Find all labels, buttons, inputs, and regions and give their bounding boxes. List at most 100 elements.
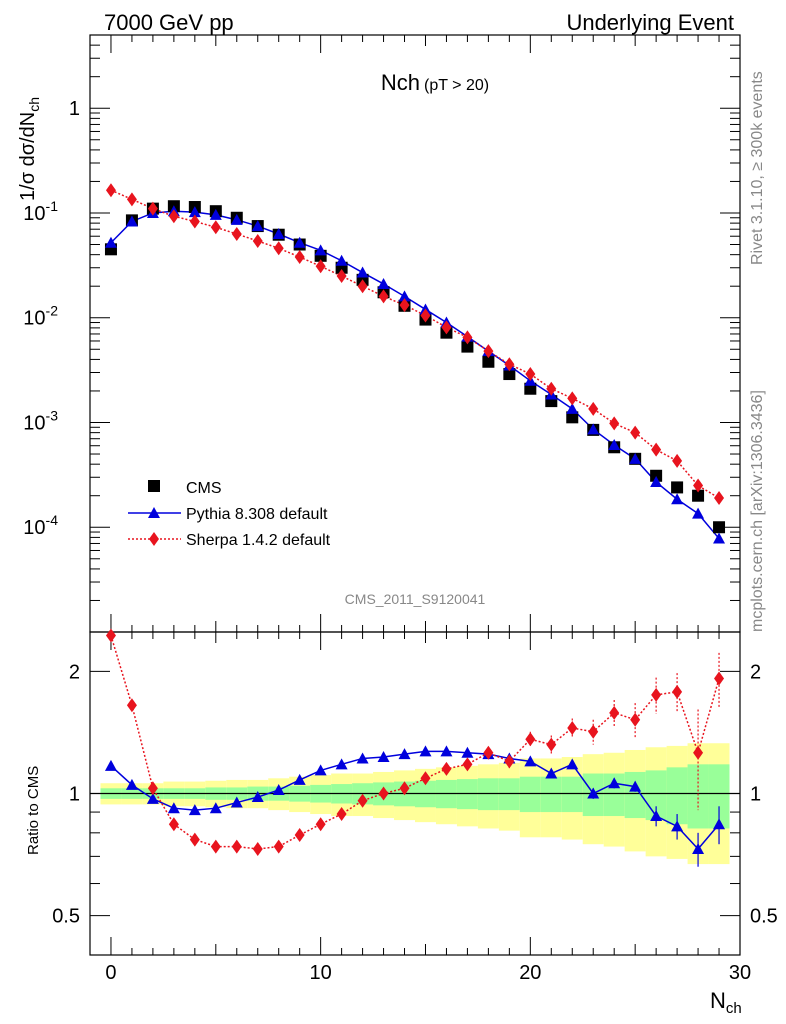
ratio-sherpa-point — [483, 745, 494, 760]
plot-title: Nch — [381, 70, 420, 95]
sherpa-line — [110, 189, 720, 499]
ratio-pythia-point — [398, 748, 411, 760]
ratio-sherpa-point — [105, 628, 116, 643]
ratio-pythia-point — [524, 755, 537, 767]
legend-marker-sherpa — [149, 532, 159, 546]
sherpa-point — [546, 381, 557, 396]
pythia-point — [251, 220, 264, 232]
cms-point — [713, 521, 726, 534]
ratio-sherpa-point — [588, 724, 599, 739]
ratio-sherpa-point — [126, 698, 137, 713]
ratio-sherpa-point — [336, 807, 347, 822]
pythia-point — [671, 493, 684, 505]
sherpa-point — [399, 298, 410, 313]
ratio-pythia-point — [377, 751, 390, 763]
ratio-sherpa-point — [273, 839, 284, 854]
ratio-pythia-point — [146, 792, 159, 804]
ratio-pythia-point — [671, 820, 684, 832]
ratio-pythia-point — [545, 767, 558, 779]
cms-point — [566, 411, 579, 424]
sherpa-point — [273, 241, 284, 256]
ratio-sherpa-point — [525, 732, 536, 747]
ratio-pythia-point — [608, 777, 621, 789]
sherpa-point — [693, 478, 704, 493]
ratio-sherpa-point — [420, 771, 431, 786]
pythia-point — [713, 532, 726, 544]
ratio-sherpa-point — [378, 786, 389, 801]
ratio-sherpa-point — [504, 754, 515, 769]
ratio-sherpa-point — [231, 839, 242, 854]
ratio-pythia-point — [167, 802, 180, 814]
ratio-y-tick-label-left: 2 — [69, 661, 80, 683]
ratio-y-tick-label-left: 1 — [69, 784, 80, 806]
band-inner-bin — [519, 776, 541, 813]
pythia-point — [629, 452, 642, 464]
legend-label-cms: CMS — [186, 480, 222, 497]
ratio-uncertainty-bands — [90, 743, 740, 865]
ratio-pythia-point — [692, 842, 705, 854]
ratio-pythia-point — [272, 784, 285, 796]
ratio-pythia-point — [188, 804, 201, 816]
band-inner-bin — [666, 767, 688, 825]
pythia-point — [650, 476, 663, 488]
ratio-sherpa-point — [189, 832, 200, 847]
cms-point — [314, 249, 327, 262]
ratio-sherpa-point — [714, 671, 725, 686]
sherpa-point — [126, 192, 137, 207]
pythia-point — [566, 402, 579, 414]
legend-label-sherpa: Sherpa 1.4.2 default — [186, 532, 331, 549]
sherpa-point — [420, 308, 431, 323]
ratio-sherpa-point — [630, 712, 641, 727]
header-left: 7000 GeV pp — [104, 10, 234, 35]
sherpa-point — [609, 416, 620, 431]
ratio-sherpa-point — [462, 757, 473, 772]
pythia-point — [188, 206, 201, 218]
pythia-point — [398, 290, 411, 302]
cms-point — [461, 340, 474, 353]
sherpa-point — [525, 367, 536, 382]
pythia-point — [314, 244, 327, 256]
cms-point — [650, 469, 663, 482]
ratio-pythia-point — [566, 758, 579, 770]
ratio-pythia-point — [104, 759, 117, 771]
sherpa-point — [105, 183, 116, 198]
ratio-pythia-point — [356, 752, 369, 764]
ratio-pythia-point — [440, 745, 453, 757]
legend-label-pythia: Pythia 8.308 default — [186, 506, 328, 523]
side-label-rivet: Rivet 3.1.10, ≥ 300k events — [749, 71, 766, 265]
ratio-pythia-point — [293, 773, 306, 785]
sherpa-point — [357, 279, 368, 294]
ratio-sherpa-point — [567, 721, 578, 736]
ratio-y-tick-label-left: 0.5 — [52, 906, 80, 928]
side-label-mcplots: mcplots.cern.ch [arXiv:1306.3436] — [749, 390, 766, 632]
y-tick-label: 1 — [69, 98, 80, 120]
ratio-pythia-point — [335, 758, 348, 770]
ratio-pythia-point — [230, 796, 243, 808]
pythia-point — [293, 236, 306, 248]
ratio-sherpa-point — [609, 705, 620, 720]
analysis-label: CMS_2011_S9120041 — [345, 591, 486, 607]
data-series — [104, 183, 726, 867]
sherpa-point — [651, 442, 662, 457]
sherpa-point — [567, 391, 578, 406]
band-inner-bin — [540, 776, 562, 813]
band-inner-bin — [456, 779, 478, 810]
cms-point — [692, 489, 705, 502]
sherpa-point — [672, 453, 683, 468]
band-inner-bin — [561, 776, 583, 813]
x-axis-label: Nch — [710, 988, 742, 1017]
legend: CMS Pythia 8.308 default Sherpa 1.4.2 de… — [128, 480, 331, 549]
ratio-sherpa-point — [294, 828, 305, 843]
ratio-sherpa-point — [441, 761, 452, 776]
ratio-sherpa-point — [252, 841, 263, 856]
ratio-pythia-point — [629, 780, 642, 792]
pythia-point — [608, 438, 621, 450]
ratio-y-tick-label-right: 0.5 — [750, 906, 778, 928]
sherpa-point — [189, 214, 200, 229]
ratio-sherpa-point — [693, 745, 704, 760]
ratio-pythia-point — [209, 802, 222, 814]
y-tick-label: 10-1 — [23, 198, 58, 225]
ratio-pythia-point — [419, 745, 432, 757]
sherpa-point — [483, 344, 494, 359]
band-inner-bin — [624, 771, 646, 819]
